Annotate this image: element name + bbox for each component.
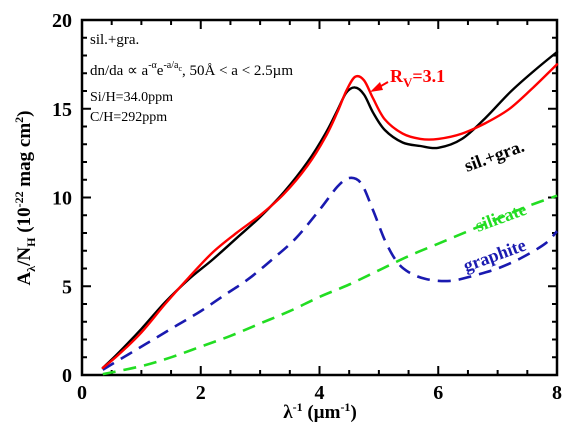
- y-tick-label: 20: [52, 10, 72, 32]
- x-tick-label: 8: [552, 382, 562, 404]
- y-tick-label: 0: [62, 365, 72, 387]
- rv-label-arrowhead: [370, 82, 383, 92]
- series-rv-3-1: [101, 63, 559, 370]
- data-series: [101, 50, 559, 376]
- y-axis-label: Aλ/NH (10-22 mag cm2): [12, 111, 38, 286]
- annotation-size-distribution: dn/da ∝ a-αe-a/ac, 50Å < a < 2.5µm: [90, 60, 293, 79]
- y-tick-label: 5: [62, 276, 72, 298]
- x-tick-label: 4: [315, 382, 325, 404]
- axis-ticks: [81, 19, 558, 376]
- series-silicate: [102, 194, 558, 376]
- silgra-label: sil.+gra.: [462, 136, 527, 176]
- series-graphite: [102, 176, 558, 371]
- axis-tick-labels: 0 2 4 6 8 0 5 10 15 20: [52, 10, 562, 404]
- annotation-model: sil.+gra.: [90, 32, 139, 48]
- x-tick-label: 0: [77, 382, 87, 404]
- silicate-label: silicate: [473, 199, 530, 236]
- rv-label: RV=3.1: [390, 66, 445, 90]
- annotation-si-h: Si/H=34.0ppm: [90, 90, 173, 105]
- y-tick-label: 10: [52, 188, 72, 210]
- plot-frame: [80, 18, 559, 377]
- annotation-c-h: C/H=292ppm: [90, 110, 167, 125]
- y-tick-label: 15: [52, 99, 72, 121]
- x-tick-label: 6: [433, 382, 443, 404]
- graphite-label: graphite: [461, 235, 529, 276]
- x-tick-label: 2: [196, 382, 206, 404]
- x-axis-label: λ-1 (µm-1): [283, 400, 357, 423]
